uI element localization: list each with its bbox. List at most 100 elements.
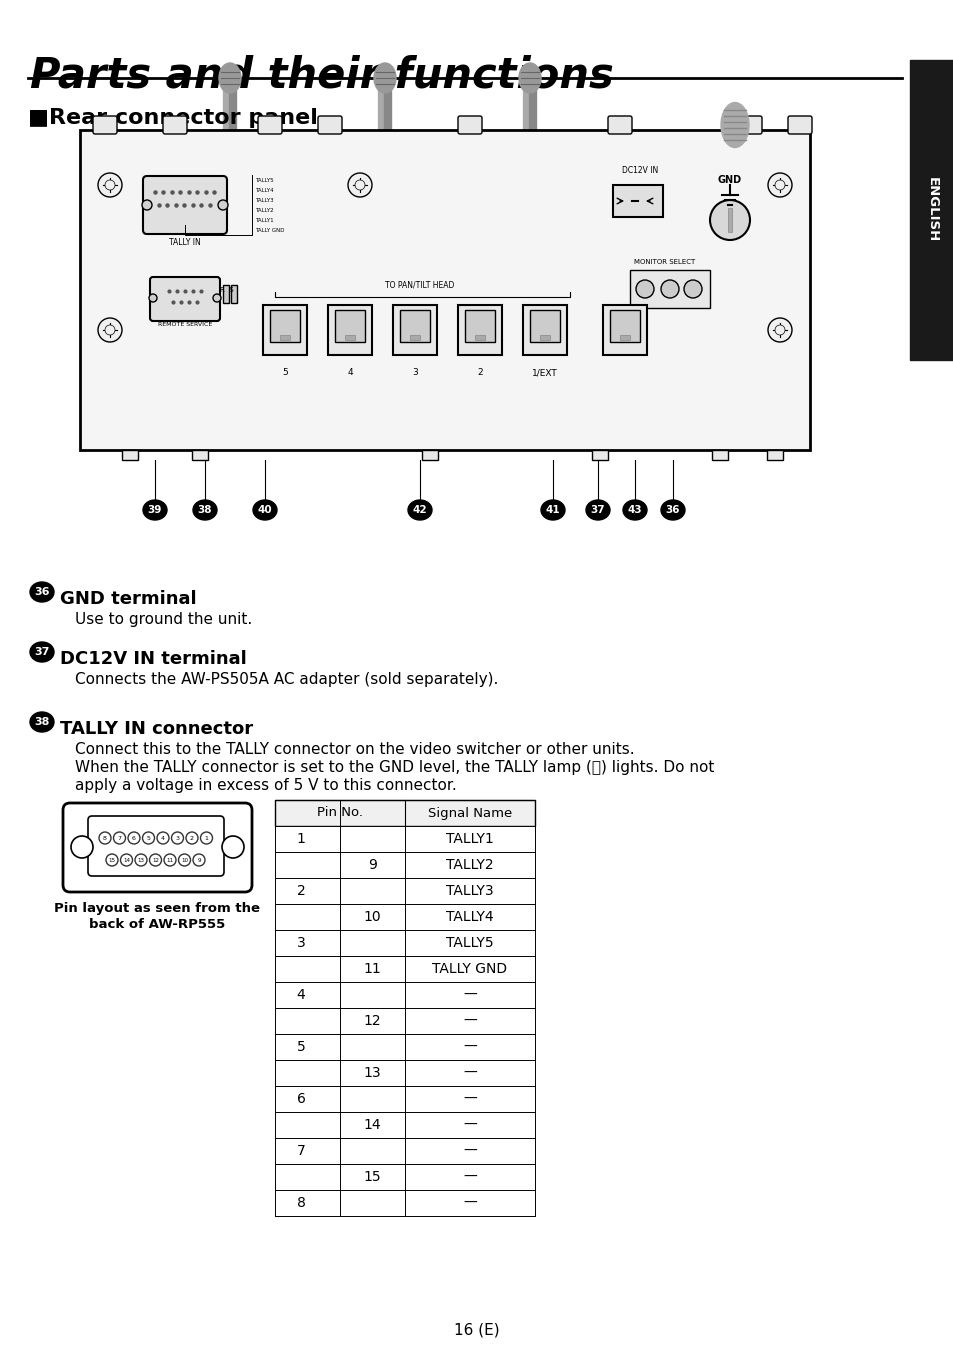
Text: 41: 41 bbox=[545, 505, 559, 515]
Text: TALLY5: TALLY5 bbox=[446, 936, 494, 951]
Circle shape bbox=[178, 854, 191, 867]
Text: 12: 12 bbox=[152, 857, 159, 862]
Bar bbox=[274, 1060, 535, 1086]
Text: TALLY GND: TALLY GND bbox=[432, 961, 507, 976]
Circle shape bbox=[683, 280, 701, 298]
Bar bbox=[280, 334, 290, 340]
FancyBboxPatch shape bbox=[609, 310, 639, 343]
Bar bbox=[274, 1190, 535, 1216]
Ellipse shape bbox=[219, 64, 241, 93]
Bar bbox=[274, 877, 535, 904]
FancyBboxPatch shape bbox=[328, 305, 372, 355]
FancyBboxPatch shape bbox=[607, 116, 631, 134]
Text: TALLY4: TALLY4 bbox=[254, 187, 274, 192]
Text: 36: 36 bbox=[665, 505, 679, 515]
Circle shape bbox=[218, 200, 228, 210]
Bar bbox=[613, 185, 662, 217]
Text: 13: 13 bbox=[363, 1066, 381, 1080]
Circle shape bbox=[71, 835, 92, 858]
Text: When the TALLY connector is set to the GND level, the TALLY lamp (ⓓ) lights. Do : When the TALLY connector is set to the G… bbox=[75, 760, 714, 774]
Text: TALLY4: TALLY4 bbox=[446, 910, 494, 923]
Text: ENGLISH: ENGLISH bbox=[924, 177, 938, 242]
Text: 7: 7 bbox=[117, 835, 121, 841]
Text: 11: 11 bbox=[167, 857, 173, 862]
Text: 7: 7 bbox=[296, 1144, 305, 1158]
Text: 8: 8 bbox=[296, 1196, 305, 1210]
Bar bbox=[192, 450, 208, 460]
Text: 4: 4 bbox=[347, 368, 353, 376]
Bar bbox=[274, 1007, 535, 1034]
Text: —: — bbox=[462, 1014, 476, 1028]
Text: TALLY IN connector: TALLY IN connector bbox=[60, 720, 253, 738]
Bar bbox=[619, 334, 629, 340]
Bar bbox=[274, 904, 535, 930]
Circle shape bbox=[355, 180, 365, 190]
Ellipse shape bbox=[253, 500, 276, 520]
Bar bbox=[274, 1034, 535, 1060]
Circle shape bbox=[135, 854, 147, 867]
Text: TO PAN/TILT HEAD: TO PAN/TILT HEAD bbox=[385, 280, 455, 290]
Text: 40: 40 bbox=[257, 505, 272, 515]
Circle shape bbox=[774, 325, 784, 334]
Text: 3: 3 bbox=[175, 835, 179, 841]
Text: Pin layout as seen from the: Pin layout as seen from the bbox=[54, 902, 260, 915]
Bar bbox=[539, 334, 550, 340]
Bar bbox=[274, 982, 535, 1007]
FancyBboxPatch shape bbox=[335, 310, 365, 343]
Circle shape bbox=[98, 318, 122, 343]
Ellipse shape bbox=[193, 500, 216, 520]
FancyBboxPatch shape bbox=[143, 176, 227, 234]
Circle shape bbox=[106, 854, 118, 867]
FancyBboxPatch shape bbox=[63, 803, 252, 892]
Text: 5: 5 bbox=[282, 368, 288, 376]
Text: R  S: R S bbox=[220, 287, 233, 292]
Text: 5: 5 bbox=[147, 835, 151, 841]
Text: Use to ground the unit.: Use to ground the unit. bbox=[75, 612, 252, 627]
Circle shape bbox=[774, 180, 784, 190]
Circle shape bbox=[128, 831, 140, 844]
Ellipse shape bbox=[374, 64, 395, 93]
Circle shape bbox=[99, 831, 111, 844]
Text: 8: 8 bbox=[103, 835, 107, 841]
Circle shape bbox=[105, 180, 115, 190]
Text: 37: 37 bbox=[34, 647, 50, 657]
FancyBboxPatch shape bbox=[88, 816, 224, 876]
Text: —: — bbox=[462, 1091, 476, 1106]
Bar bbox=[421, 450, 437, 460]
Bar bbox=[345, 334, 355, 340]
Text: 43: 43 bbox=[627, 505, 641, 515]
Ellipse shape bbox=[30, 582, 54, 603]
FancyBboxPatch shape bbox=[263, 305, 307, 355]
Circle shape bbox=[348, 173, 372, 196]
Text: REMOTE SERVICE: REMOTE SERVICE bbox=[157, 322, 212, 328]
Bar bbox=[274, 956, 535, 982]
FancyBboxPatch shape bbox=[464, 310, 495, 343]
Text: —: — bbox=[462, 1118, 476, 1132]
Text: 4: 4 bbox=[296, 988, 305, 1002]
Circle shape bbox=[142, 831, 154, 844]
Text: 1: 1 bbox=[204, 835, 208, 841]
Text: apply a voltage in excess of 5 V to this connector.: apply a voltage in excess of 5 V to this… bbox=[75, 779, 456, 793]
Circle shape bbox=[213, 294, 221, 302]
Text: TALLY5: TALLY5 bbox=[254, 177, 274, 183]
Text: 4: 4 bbox=[161, 835, 165, 841]
Circle shape bbox=[105, 325, 115, 334]
Ellipse shape bbox=[518, 64, 540, 93]
Bar bbox=[231, 284, 236, 303]
Circle shape bbox=[222, 835, 244, 858]
Bar bbox=[410, 334, 419, 340]
Text: 2: 2 bbox=[190, 835, 193, 841]
FancyBboxPatch shape bbox=[399, 310, 430, 343]
Text: Connect this to the TALLY connector on the video switcher or other units.: Connect this to the TALLY connector on t… bbox=[75, 742, 634, 757]
Ellipse shape bbox=[585, 500, 609, 520]
Bar bbox=[80, 130, 809, 450]
Ellipse shape bbox=[660, 500, 684, 520]
FancyBboxPatch shape bbox=[530, 310, 559, 343]
Text: 13: 13 bbox=[137, 857, 144, 862]
Text: 38: 38 bbox=[197, 505, 212, 515]
Circle shape bbox=[150, 854, 161, 867]
Text: 10: 10 bbox=[181, 857, 188, 862]
Bar bbox=[475, 334, 484, 340]
Circle shape bbox=[660, 280, 679, 298]
Text: —: — bbox=[462, 1196, 476, 1210]
